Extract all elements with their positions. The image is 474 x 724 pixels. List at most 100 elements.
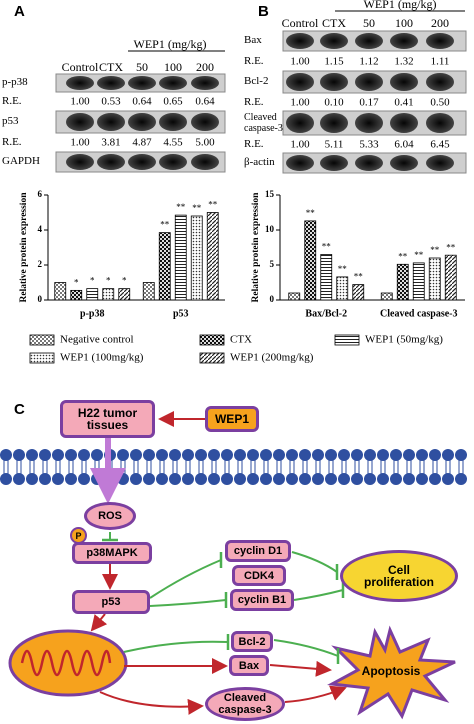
lipid-head xyxy=(169,449,181,461)
lipid-head xyxy=(117,473,129,485)
lipid-head xyxy=(208,473,220,485)
row-label: p-p38 xyxy=(2,76,28,88)
x-tick-label: Bax/Bcl-2 xyxy=(305,308,347,319)
re-value: 5.33 xyxy=(359,139,379,151)
re-value: 0.10 xyxy=(324,97,344,109)
re-value: 0.41 xyxy=(394,97,413,109)
significance: ** xyxy=(354,272,364,282)
node-h22: H22 tumor tissues xyxy=(60,400,155,438)
lipid-head xyxy=(52,473,64,485)
row-label: R.E. xyxy=(244,96,264,108)
re-value: 4.55 xyxy=(163,137,183,149)
lipid-head xyxy=(338,473,350,485)
row-label: GAPDH xyxy=(2,155,40,167)
y-tick-label: 4 xyxy=(38,224,43,234)
node-wep1: WEP1 xyxy=(205,406,259,432)
significance: ** xyxy=(160,220,170,230)
bar xyxy=(158,232,171,301)
x-tick-label: p-p38 xyxy=(80,308,104,319)
lipid-head xyxy=(78,449,90,461)
lipid-head xyxy=(91,473,103,485)
blot-band xyxy=(128,76,156,90)
lipid-head xyxy=(0,473,12,485)
row-label: R.E. xyxy=(244,55,264,67)
bar xyxy=(118,288,131,301)
significance: ** xyxy=(414,250,424,260)
arrow xyxy=(99,691,204,715)
node-p53: p53 xyxy=(72,590,150,614)
y-tick-label: 5 xyxy=(270,259,275,269)
node-cyclin-b1: cyclin B1 xyxy=(230,589,294,611)
blot-band xyxy=(191,76,219,90)
lipid-head xyxy=(455,473,467,485)
lipid-head xyxy=(416,449,428,461)
lipid-head xyxy=(247,449,259,461)
column-label: 100 xyxy=(395,16,413,30)
y-tick-label: 10 xyxy=(265,224,275,234)
node-bcl2: Bcl-2 xyxy=(231,631,273,652)
blot-band xyxy=(191,113,219,131)
mitochondrion-cristae xyxy=(20,649,112,677)
group-label: WEP1 (mg/kg) xyxy=(134,37,207,51)
y-tick-label: 2 xyxy=(38,259,43,269)
lipid-head xyxy=(442,473,454,485)
significance: ** xyxy=(338,264,348,274)
re-value: 1.00 xyxy=(290,97,310,109)
lipid-head xyxy=(273,449,285,461)
y-axis-label: Relative protein expression xyxy=(19,192,29,303)
lipid-head xyxy=(195,449,207,461)
significance: ** xyxy=(192,203,202,213)
blot-band xyxy=(191,154,219,170)
inhibition-line xyxy=(149,559,222,599)
legend-swatch xyxy=(199,352,225,364)
node-bax: Bax xyxy=(229,655,269,676)
inhibition-line xyxy=(123,640,229,653)
panel-label: B xyxy=(258,3,269,20)
x-tick-label: Cleaved caspase-3 xyxy=(380,308,458,319)
blot-band xyxy=(355,73,383,91)
bar xyxy=(86,288,99,301)
re-value: 1.12 xyxy=(359,56,378,68)
lipid-head xyxy=(247,473,259,485)
lipid-head xyxy=(156,473,168,485)
bar xyxy=(54,282,67,301)
re-value: 1.00 xyxy=(70,137,90,149)
legend-swatch xyxy=(334,334,360,346)
blot-band xyxy=(66,76,94,90)
bar xyxy=(412,262,425,301)
lipid-head xyxy=(260,473,272,485)
lipid-head xyxy=(312,449,324,461)
re-value: 0.65 xyxy=(163,96,183,108)
legend-swatch xyxy=(29,334,55,346)
bar xyxy=(320,254,333,301)
blot-band xyxy=(286,113,314,133)
re-value: 5.11 xyxy=(325,139,344,151)
lipid-head xyxy=(208,449,220,461)
lipid-head xyxy=(13,473,25,485)
lipid-head xyxy=(234,449,246,461)
bar xyxy=(206,212,219,301)
lipid-head xyxy=(351,473,363,485)
re-value: 3.81 xyxy=(101,137,120,149)
re-value: 4.87 xyxy=(132,137,152,149)
blot-band xyxy=(286,155,314,171)
lipid-head xyxy=(338,449,350,461)
lipid-head xyxy=(195,473,207,485)
lipid-head xyxy=(364,473,376,485)
lipid-head xyxy=(143,473,155,485)
arrow xyxy=(90,613,108,632)
bar xyxy=(396,263,409,301)
lipid-head xyxy=(364,449,376,461)
re-value: 1.00 xyxy=(290,139,310,151)
mitochondrion xyxy=(8,629,128,697)
inhibition-line xyxy=(149,599,227,607)
bar xyxy=(190,215,203,301)
inhibition-line xyxy=(293,589,344,601)
blot-band xyxy=(97,113,125,131)
lipid-head xyxy=(130,449,142,461)
row-label: Cleaved caspase-3 xyxy=(244,112,283,134)
node-ros: ROS xyxy=(84,502,136,530)
lipid-head xyxy=(39,473,51,485)
